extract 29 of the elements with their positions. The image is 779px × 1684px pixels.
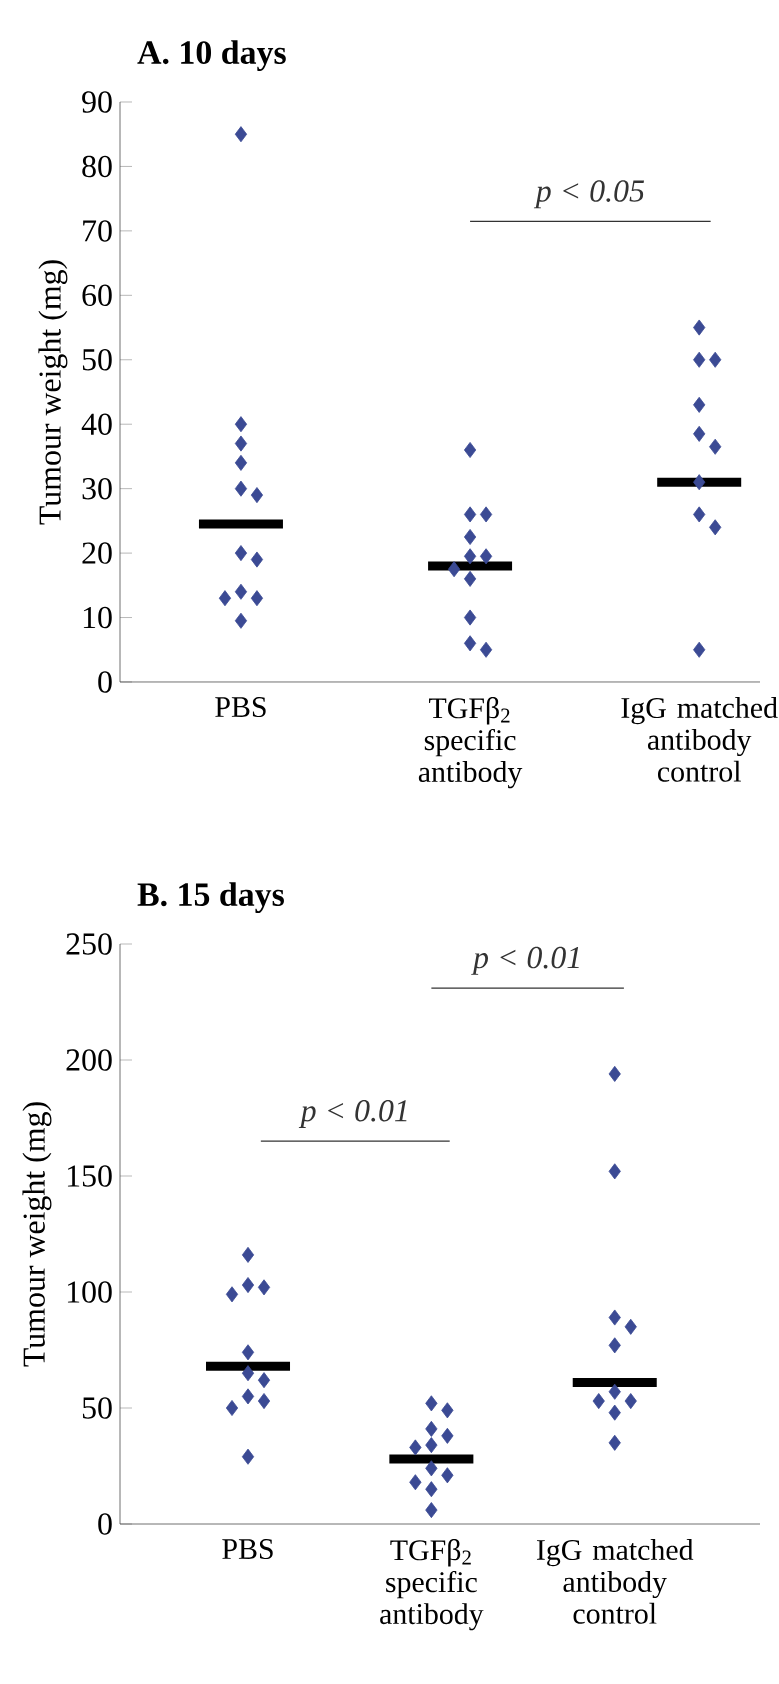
x-tick-label: IgG matched antibody control — [621, 697, 778, 782]
y-tick-label: 150 — [67, 1165, 112, 1187]
chart-title: B. 15 days — [137, 882, 284, 914]
y-tick-label: 20 — [82, 542, 112, 564]
x-tick-label: TGFβ$_{2}$ specific antibody — [418, 697, 523, 789]
y-tick-label: 30 — [82, 477, 112, 500]
y-tick-label: 100 — [67, 1281, 112, 1303]
y-axis-title: Tumour weight (mg) — [38, 260, 68, 525]
y-tick-label: 70 — [83, 220, 112, 242]
y-tick-label: 0 — [98, 671, 112, 693]
y-tick-label: 90 — [82, 91, 112, 113]
x-tick-label: PBS — [222, 1539, 273, 1560]
y-tick-label: 200 — [66, 1049, 112, 1071]
x-tick-label: IgG matched antibody control — [536, 1539, 694, 1624]
y-tick-label: 80 — [82, 155, 112, 178]
y-tick-label: 0 — [98, 1513, 112, 1535]
annotation: p < 0.01 — [298, 1099, 407, 1128]
y-tick-label: 50 — [82, 1397, 112, 1419]
x-tick-label: PBS — [215, 697, 266, 718]
y-tick-label: 50 — [82, 349, 112, 371]
y-tick-label: 60 — [82, 284, 112, 307]
chart-title: A. 10 days — [137, 40, 286, 71]
y-tick-label: 250 — [66, 933, 112, 955]
annotation: p < 0.05 — [533, 180, 645, 209]
y-axis-title: Tumour weight (mg) — [22, 1102, 52, 1367]
x-tick-label: TGFβ$_{2}$ specific antibody — [380, 1539, 484, 1631]
y-tick-label: 40 — [81, 413, 112, 435]
annotation: p < 0.01 — [471, 946, 579, 975]
y-tick-label: 10 — [83, 606, 112, 629]
